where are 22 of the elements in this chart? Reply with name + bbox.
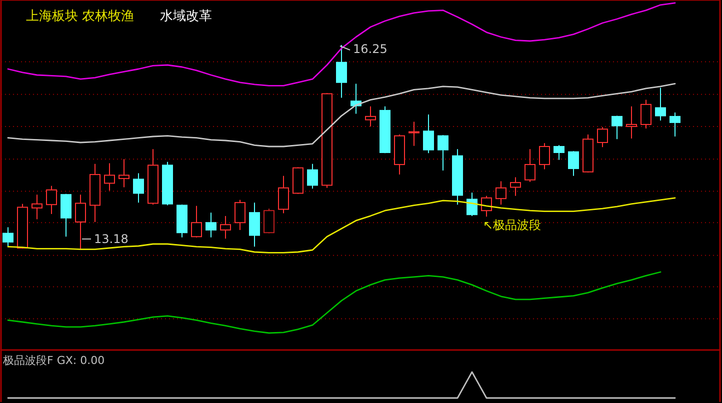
candlestick: [32, 194, 42, 220]
candlestick: [510, 176, 521, 196]
chart-title: 上海板块 农林牧渔: [26, 9, 134, 24]
candlestick: [220, 215, 231, 240]
candlestick: [104, 162, 115, 192]
candlestick: [118, 158, 130, 188]
candlestick: [496, 180, 506, 206]
chart-subtitle: 水域改革: [160, 9, 212, 24]
candlestick: [336, 44, 347, 98]
candlestick: [626, 106, 637, 139]
candlestick: [206, 212, 216, 238]
chart-title: 极品波段F GX: 0.00: [2, 354, 105, 367]
candlestick: [90, 163, 100, 222]
annotation: 13.18: [94, 232, 128, 246]
candlestick: [75, 194, 86, 250]
annotation: 16.25: [353, 42, 388, 56]
candlestick: [307, 163, 318, 190]
annotation: ↖极品波段: [483, 218, 542, 232]
candlestick: [249, 202, 260, 248]
candlestick: [133, 172, 144, 204]
candlestick: [452, 148, 463, 206]
candlestick: [408, 121, 420, 146]
